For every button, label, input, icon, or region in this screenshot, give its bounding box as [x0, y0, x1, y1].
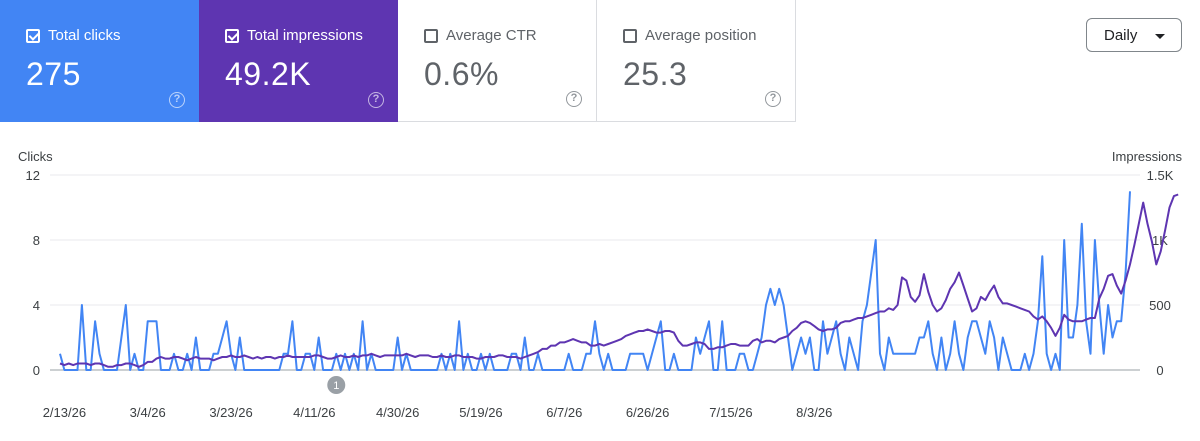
x-tick: 2/13/26 — [43, 405, 86, 420]
metric-card-average-ctr[interactable]: Average CTR 0.6% ? — [398, 0, 597, 122]
clicks-line — [59, 191, 1131, 371]
x-tick: 6/26/26 — [626, 405, 669, 420]
y-tick-right: 1.5K — [1147, 168, 1174, 183]
x-tick: 4/30/26 — [376, 405, 419, 420]
x-tick: 4/11/26 — [293, 405, 335, 420]
y-tick-right: 0 — [1156, 363, 1163, 378]
help-icon[interactable]: ? — [765, 91, 781, 107]
checkbox-checked-icon[interactable] — [26, 28, 40, 43]
x-tick: 3/4/26 — [130, 405, 166, 420]
annotation-marker[interactable] — [327, 376, 346, 394]
metric-card-total-clicks[interactable]: Total clicks 275 ? — [0, 0, 199, 122]
y-axis-left-label: Clicks — [18, 149, 53, 164]
x-tick: 5/19/26 — [459, 405, 502, 420]
metric-value: 49.2K — [225, 56, 312, 92]
checkbox-unchecked-icon[interactable] — [623, 28, 637, 43]
help-icon[interactable]: ? — [566, 91, 582, 107]
y-tick-left: 4 — [33, 298, 40, 313]
x-tick: 8/3/26 — [796, 405, 832, 420]
metric-label: Average CTR — [446, 27, 537, 44]
metric-label: Total clicks — [48, 27, 121, 44]
metric-card-header: Total impressions — [225, 27, 363, 44]
chart-gridlines — [50, 174, 1140, 371]
y-tick-right: 500 — [1149, 298, 1171, 313]
metric-card-total-impressions[interactable]: Total impressions 49.2K ? — [199, 0, 398, 122]
metric-value: 0.6% — [424, 56, 499, 92]
impressions-line — [59, 193, 1179, 368]
metric-card-average-position[interactable]: Average position 25.3 ? — [597, 0, 796, 122]
x-tick: 7/15/26 — [709, 405, 752, 420]
caret-down-icon — [1155, 34, 1165, 39]
chart-annotation[interactable]: 1 — [327, 376, 346, 394]
metric-cards: Total clicks 275 ? Total impressions 49.… — [0, 0, 796, 122]
metric-card-header: Average position — [623, 27, 756, 44]
y-tick-left: 8 — [33, 233, 40, 248]
help-icon[interactable]: ? — [169, 92, 185, 108]
x-tick: 6/7/26 — [546, 405, 582, 420]
checkbox-checked-icon[interactable] — [225, 28, 239, 43]
annotation-label: 1 — [333, 380, 339, 392]
checkbox-unchecked-icon[interactable] — [424, 28, 438, 43]
y-tick-right: 1K — [1152, 233, 1168, 248]
performance-chart: Clicks Impressions 12 1.5K 8 1K 4 500 0 0 2/13/… — [18, 149, 1183, 420]
period-dropdown[interactable]: Daily — [1086, 18, 1182, 52]
y-tick-left: 0 — [33, 363, 40, 378]
x-axis-ticks: 2/13/26 3/4/26 3/23/26 4/11/26 4/30/26 5/19/2… — [43, 405, 833, 420]
metric-card-header: Average CTR — [424, 27, 537, 44]
x-tick: 3/23/26 — [209, 405, 252, 420]
period-dropdown-value: Daily — [1104, 26, 1138, 44]
help-icon[interactable]: ? — [368, 92, 384, 108]
metric-label: Average position — [645, 27, 757, 44]
metric-value: 25.3 — [623, 56, 688, 92]
y-axis-right-label: Impressions — [1112, 149, 1183, 164]
y-tick-left: 12 — [26, 168, 40, 183]
metric-card-header: Total clicks — [26, 27, 121, 44]
chart-series — [59, 191, 1179, 371]
metric-value: 275 — [26, 56, 81, 92]
metric-label: Total impressions — [247, 27, 363, 44]
